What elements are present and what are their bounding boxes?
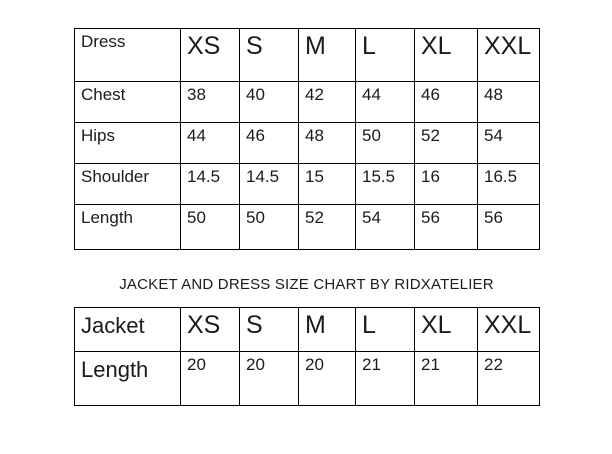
hips-value-m: 48: [298, 122, 356, 164]
dress-row-shoulder: Shoulder 14.5 14.5 15 15.5 16 16.5: [74, 163, 540, 205]
jacket-table-title: Jacket: [74, 307, 181, 352]
row-label-shoulder: Shoulder: [74, 163, 181, 205]
chest-value-xl: 46: [414, 81, 478, 123]
jacket-length-value-xxl: 22: [477, 351, 540, 406]
jacket-row-label-length: Length: [74, 351, 181, 406]
jacket-length-value-s: 20: [239, 351, 299, 406]
hips-value-xxl: 54: [477, 122, 540, 164]
dress-row-length: Length 50 50 52 54 56 56: [74, 204, 540, 250]
row-label-length: Length: [74, 204, 181, 250]
dress-table-title: Dress: [74, 28, 181, 82]
chest-value-s: 40: [239, 81, 299, 123]
hips-value-l: 50: [355, 122, 415, 164]
dress-size-header-s: S: [239, 28, 299, 82]
shoulder-value-xxl: 16.5: [477, 163, 540, 205]
shoulder-value-xl: 16: [414, 163, 478, 205]
dress-size-header-m: M: [298, 28, 356, 82]
dress-row-chest: Chest 38 40 42 44 46 48: [74, 81, 540, 123]
length-value-m: 52: [298, 204, 356, 250]
chest-value-xxl: 48: [477, 81, 540, 123]
shoulder-value-s: 14.5: [239, 163, 299, 205]
shoulder-value-xs: 14.5: [180, 163, 240, 205]
dress-header-row: Dress XS S M L XL XXL: [74, 28, 540, 82]
length-value-s: 50: [239, 204, 299, 250]
jacket-row-length: Length 20 20 20 21 21 22: [74, 351, 540, 406]
chart-caption: JACKET AND DRESS SIZE CHART BY RIDXATELI…: [119, 276, 494, 293]
dress-size-table: Dress XS S M L XL XXL Chest 38 40 42 44 …: [74, 28, 540, 250]
jacket-length-value-l: 21: [355, 351, 415, 406]
dress-size-header-xxl: XXL: [477, 28, 540, 82]
jacket-size-header-l: L: [355, 307, 415, 352]
jacket-size-header-xs: XS: [180, 307, 240, 352]
row-label-chest: Chest: [74, 81, 181, 123]
hips-value-s: 46: [239, 122, 299, 164]
dress-size-header-l: L: [355, 28, 415, 82]
jacket-size-table: Jacket XS S M L XL XXL Length 20 20 20 2…: [74, 307, 540, 406]
dress-size-header-xs: XS: [180, 28, 240, 82]
shoulder-value-l: 15.5: [355, 163, 415, 205]
chest-value-m: 42: [298, 81, 356, 123]
jacket-size-header-m: M: [298, 307, 356, 352]
dress-row-hips: Hips 44 46 48 50 52 54: [74, 122, 540, 164]
hips-value-xs: 44: [180, 122, 240, 164]
jacket-length-value-xs: 20: [180, 351, 240, 406]
length-value-xl: 56: [414, 204, 478, 250]
jacket-size-header-xl: XL: [414, 307, 478, 352]
length-value-xxl: 56: [477, 204, 540, 250]
shoulder-value-m: 15: [298, 163, 356, 205]
jacket-length-value-m: 20: [298, 351, 356, 406]
length-value-xs: 50: [180, 204, 240, 250]
jacket-size-header-xxl: XXL: [477, 307, 540, 352]
row-label-hips: Hips: [74, 122, 181, 164]
length-value-l: 54: [355, 204, 415, 250]
chest-value-xs: 38: [180, 81, 240, 123]
hips-value-xl: 52: [414, 122, 478, 164]
jacket-header-row: Jacket XS S M L XL XXL: [74, 307, 540, 352]
chest-value-l: 44: [355, 81, 415, 123]
jacket-size-header-s: S: [239, 307, 299, 352]
dress-size-header-xl: XL: [414, 28, 478, 82]
jacket-length-value-xl: 21: [414, 351, 478, 406]
